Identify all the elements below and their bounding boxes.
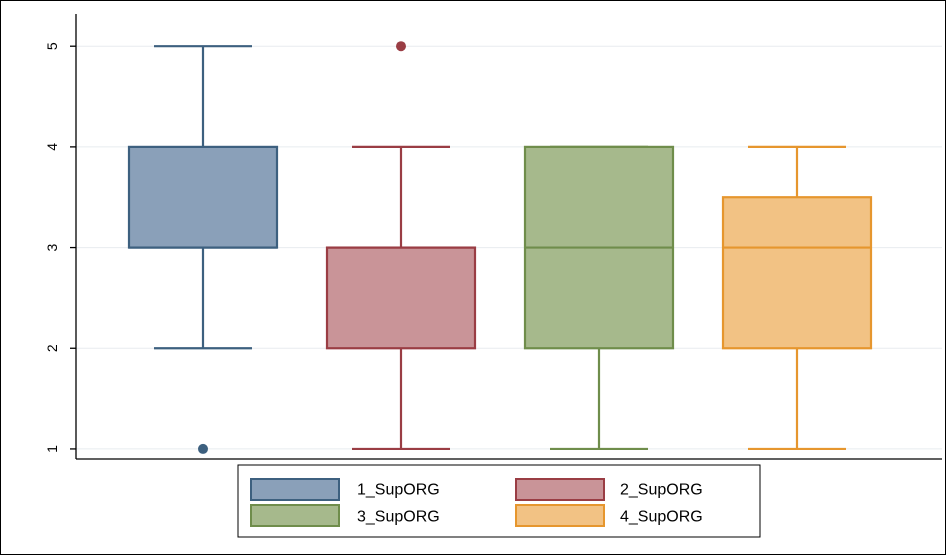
legend-label-4: 4_SupORG — [620, 509, 703, 526]
legend-swatch-3 — [250, 504, 340, 527]
boxes — [127, 41, 873, 454]
box-group-2 — [325, 41, 477, 451]
box-group-3 — [523, 145, 675, 451]
box-iqr — [721, 196, 873, 350]
legend-swatch-1 — [250, 478, 340, 501]
legend-label-3: 3_SupORG — [357, 509, 440, 526]
legend-label-2: 2_SupORG — [620, 482, 703, 499]
box-iqr — [325, 246, 477, 350]
y-tick-label: 5 — [44, 42, 60, 50]
box-group-4 — [721, 145, 873, 451]
y-tick-label: 2 — [44, 344, 60, 352]
outlier-point — [396, 41, 406, 52]
y-tick-label: 3 — [44, 243, 60, 251]
y-axis: 1 2 3 4 5 — [44, 14, 942, 460]
y-tick-label: 4 — [44, 143, 60, 151]
box-group-1 — [127, 45, 279, 454]
y-tick-label: 1 — [44, 445, 60, 453]
outlier-point — [198, 443, 208, 454]
legend-swatch-2 — [515, 478, 605, 501]
legend-label-1: 1_SupORG — [357, 482, 440, 499]
legend-swatch-4 — [515, 504, 605, 527]
legend: 1_SupORG 2_SupORG 3_SupORG 4_SupORG — [237, 464, 761, 538]
box-iqr — [127, 145, 279, 249]
